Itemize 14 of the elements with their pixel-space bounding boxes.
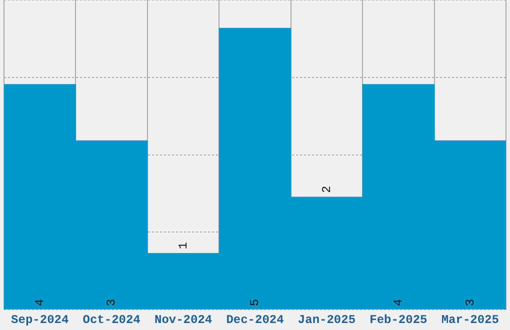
x-tick-label: Oct-2024 <box>82 312 140 327</box>
data-label: 4 <box>392 298 406 306</box>
data-label: 3 <box>104 298 119 306</box>
x-tick-label: Sep-2024 <box>11 312 69 327</box>
x-tick-label: Feb-2025 <box>370 312 428 327</box>
x-tick-label: Nov-2024 <box>154 312 212 327</box>
x-tick-label: Jan-2025 <box>298 312 356 327</box>
x-tick-label: Mar-2025 <box>441 312 499 327</box>
data-label: 5 <box>248 298 262 306</box>
data-label: 2 <box>320 186 334 194</box>
data-label: 1 <box>176 242 190 250</box>
x-tick-label: Dec-2024 <box>226 312 284 327</box>
data-label: 4 <box>33 298 48 306</box>
data-label: 3 <box>463 298 478 306</box>
